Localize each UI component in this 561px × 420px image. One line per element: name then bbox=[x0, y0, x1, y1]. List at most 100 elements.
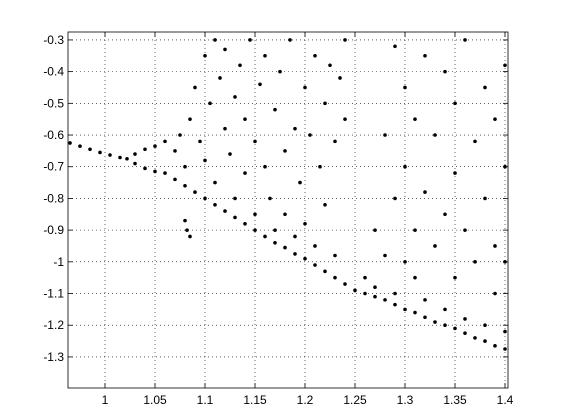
point bbox=[228, 152, 232, 156]
point bbox=[268, 196, 272, 201]
point bbox=[413, 117, 417, 121]
point bbox=[78, 144, 82, 148]
point bbox=[98, 150, 102, 155]
point bbox=[183, 164, 187, 169]
point bbox=[423, 298, 427, 302]
point bbox=[453, 326, 457, 331]
point bbox=[403, 260, 407, 264]
point bbox=[483, 339, 487, 343]
point bbox=[143, 147, 147, 152]
point bbox=[293, 252, 297, 256]
point bbox=[413, 275, 417, 280]
point bbox=[178, 133, 182, 137]
point bbox=[503, 63, 507, 68]
point bbox=[383, 133, 387, 137]
x-tick-label: 1.25 bbox=[343, 393, 367, 407]
point bbox=[373, 285, 377, 289]
point bbox=[333, 253, 337, 258]
y-tick-label: -0.5 bbox=[43, 96, 64, 110]
point bbox=[373, 228, 377, 232]
point bbox=[213, 202, 217, 207]
point bbox=[238, 63, 242, 68]
point bbox=[453, 101, 457, 106]
point bbox=[443, 323, 447, 328]
point bbox=[153, 169, 157, 174]
point bbox=[263, 234, 267, 239]
point bbox=[463, 331, 467, 335]
point bbox=[463, 228, 467, 232]
point bbox=[473, 139, 477, 144]
point bbox=[203, 53, 207, 58]
point bbox=[118, 155, 122, 160]
point bbox=[125, 157, 129, 161]
point bbox=[453, 275, 457, 280]
point bbox=[343, 282, 347, 286]
point bbox=[253, 228, 257, 232]
point bbox=[443, 307, 447, 312]
point bbox=[473, 336, 477, 340]
point bbox=[483, 196, 487, 201]
point bbox=[208, 101, 212, 106]
point bbox=[503, 260, 507, 264]
point bbox=[278, 69, 282, 74]
point bbox=[393, 302, 397, 307]
point bbox=[433, 320, 437, 324]
point bbox=[443, 212, 447, 217]
x-tick-label: 1.1 bbox=[197, 393, 214, 407]
point bbox=[323, 101, 327, 106]
y-tick-label: -0.7 bbox=[43, 160, 64, 174]
point bbox=[213, 38, 217, 42]
point bbox=[185, 228, 189, 232]
point bbox=[338, 76, 342, 80]
point bbox=[273, 107, 277, 112]
point bbox=[88, 147, 92, 152]
point bbox=[183, 183, 187, 188]
point bbox=[193, 190, 197, 194]
point bbox=[193, 85, 197, 90]
point bbox=[133, 152, 137, 156]
point bbox=[263, 53, 267, 58]
point bbox=[343, 38, 347, 42]
x-tick-label: 1.3 bbox=[397, 393, 414, 407]
point bbox=[288, 38, 292, 42]
point bbox=[283, 245, 287, 250]
x-tick-label: 1.05 bbox=[143, 393, 167, 407]
point bbox=[463, 317, 467, 321]
x-tick-label: 1.15 bbox=[243, 393, 267, 407]
point bbox=[253, 139, 257, 144]
point bbox=[413, 310, 417, 315]
point bbox=[68, 141, 72, 145]
point bbox=[383, 298, 387, 302]
point bbox=[363, 275, 367, 280]
y-tick-label: -0.6 bbox=[43, 128, 64, 142]
y-tick-label: -0.9 bbox=[43, 223, 64, 237]
point bbox=[223, 209, 227, 213]
point bbox=[493, 291, 497, 296]
point bbox=[373, 294, 377, 299]
point bbox=[243, 221, 247, 226]
y-tick-label: -1 bbox=[53, 255, 64, 269]
point bbox=[343, 117, 347, 121]
point bbox=[503, 347, 507, 351]
point bbox=[303, 256, 307, 261]
point bbox=[253, 212, 257, 217]
point bbox=[393, 44, 397, 49]
point bbox=[493, 117, 497, 121]
point bbox=[493, 244, 497, 248]
point bbox=[443, 69, 447, 74]
point bbox=[323, 202, 327, 207]
point bbox=[463, 38, 467, 42]
y-tick-label: -1.3 bbox=[43, 350, 64, 364]
point bbox=[333, 139, 337, 144]
point bbox=[423, 53, 427, 58]
point bbox=[108, 153, 112, 157]
point bbox=[173, 149, 177, 153]
point bbox=[393, 291, 397, 296]
point bbox=[198, 139, 202, 144]
point bbox=[233, 196, 237, 201]
point bbox=[363, 291, 367, 296]
point bbox=[473, 260, 477, 264]
point bbox=[243, 117, 247, 121]
point bbox=[503, 329, 507, 334]
point bbox=[283, 212, 287, 217]
